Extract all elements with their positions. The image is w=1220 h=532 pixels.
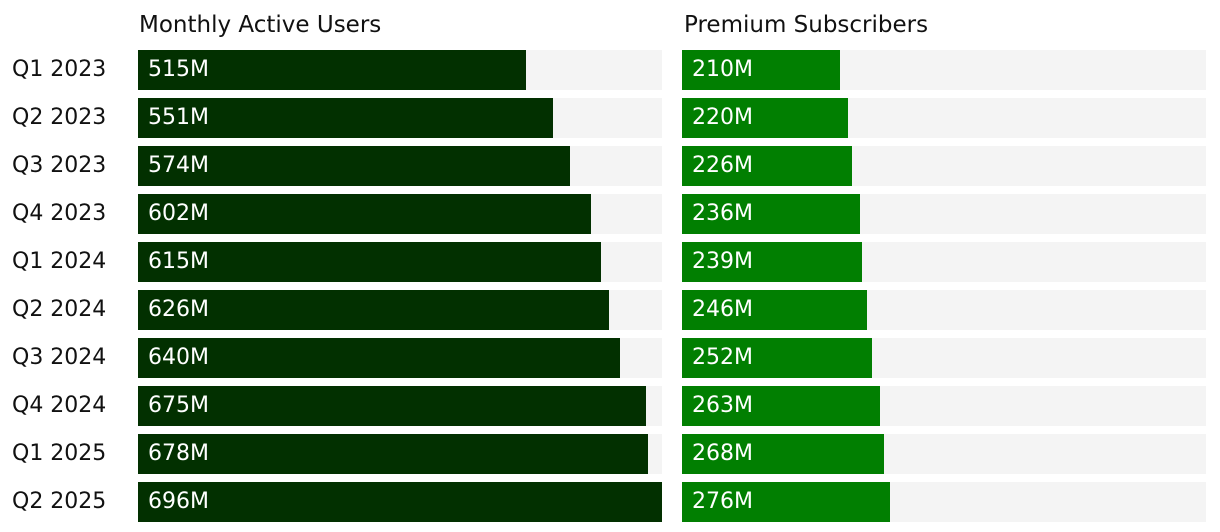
bar-value-label: 210M bbox=[692, 57, 753, 82]
bar-value-label: 276M bbox=[692, 489, 753, 514]
bar-value-label: 678M bbox=[148, 441, 209, 466]
bar-premium-subscribers: 239M bbox=[682, 242, 862, 282]
bar-monthly-active-users: 574M bbox=[138, 146, 570, 186]
bar-value-label: 263M bbox=[692, 393, 753, 418]
bar-track-premium-subscribers: 268M bbox=[682, 434, 1206, 474]
bar-monthly-active-users: 551M bbox=[138, 98, 553, 138]
bar-value-label: 675M bbox=[148, 393, 209, 418]
bar-track-monthly-active-users: 626M bbox=[138, 290, 662, 330]
bar-value-label: 515M bbox=[148, 57, 209, 82]
bar-monthly-active-users: 696M bbox=[138, 482, 662, 522]
bar-value-label: 626M bbox=[148, 297, 209, 322]
bar-track-premium-subscribers: 236M bbox=[682, 194, 1206, 234]
bar-premium-subscribers: 210M bbox=[682, 50, 840, 90]
bar-track-monthly-active-users: 678M bbox=[138, 434, 662, 474]
bar-track-monthly-active-users: 696M bbox=[138, 482, 662, 522]
bar-track-monthly-active-users: 574M bbox=[138, 146, 662, 186]
bar-value-label: 239M bbox=[692, 249, 753, 274]
bar-monthly-active-users: 615M bbox=[138, 242, 601, 282]
bar-value-label: 640M bbox=[148, 345, 209, 370]
bar-monthly-active-users: 515M bbox=[138, 50, 526, 90]
bar-value-label: 252M bbox=[692, 345, 753, 370]
bar-track-premium-subscribers: 226M bbox=[682, 146, 1206, 186]
category-label: Q1 2025 bbox=[12, 441, 107, 466]
bar-track-premium-subscribers: 210M bbox=[682, 50, 1206, 90]
category-label: Q2 2024 bbox=[12, 297, 107, 322]
panel-title-monthly-active-users: Monthly Active Users bbox=[139, 12, 382, 38]
bar-monthly-active-users: 675M bbox=[138, 386, 646, 426]
bar-track-premium-subscribers: 220M bbox=[682, 98, 1206, 138]
bar-value-label: 615M bbox=[148, 249, 209, 274]
bar-premium-subscribers: 263M bbox=[682, 386, 880, 426]
bar-track-premium-subscribers: 246M bbox=[682, 290, 1206, 330]
category-label: Q4 2023 bbox=[12, 201, 107, 226]
bar-track-premium-subscribers: 276M bbox=[682, 482, 1206, 522]
bar-value-label: 696M bbox=[148, 489, 209, 514]
bar-premium-subscribers: 252M bbox=[682, 338, 872, 378]
bar-value-label: 220M bbox=[692, 105, 753, 130]
bar-track-premium-subscribers: 263M bbox=[682, 386, 1206, 426]
category-label: Q3 2024 bbox=[12, 345, 107, 370]
bar-value-label: 602M bbox=[148, 201, 209, 226]
bar-value-label: 226M bbox=[692, 153, 753, 178]
category-label: Q2 2023 bbox=[12, 105, 107, 130]
bar-premium-subscribers: 220M bbox=[682, 98, 848, 138]
bar-monthly-active-users: 640M bbox=[138, 338, 620, 378]
bar-value-label: 236M bbox=[692, 201, 753, 226]
bar-premium-subscribers: 226M bbox=[682, 146, 852, 186]
bar-premium-subscribers: 268M bbox=[682, 434, 884, 474]
category-label: Q4 2024 bbox=[12, 393, 107, 418]
bar-monthly-active-users: 602M bbox=[138, 194, 591, 234]
category-label: Q3 2023 bbox=[12, 153, 107, 178]
bar-track-monthly-active-users: 675M bbox=[138, 386, 662, 426]
bar-track-premium-subscribers: 239M bbox=[682, 242, 1206, 282]
panel-title-premium-subscribers: Premium Subscribers bbox=[684, 12, 929, 38]
bar-value-label: 574M bbox=[148, 153, 209, 178]
bar-value-label: 268M bbox=[692, 441, 753, 466]
bar-monthly-active-users: 626M bbox=[138, 290, 609, 330]
bar-track-premium-subscribers: 252M bbox=[682, 338, 1206, 378]
bar-premium-subscribers: 246M bbox=[682, 290, 867, 330]
bar-premium-subscribers: 276M bbox=[682, 482, 890, 522]
bar-track-monthly-active-users: 615M bbox=[138, 242, 662, 282]
category-label: Q1 2024 bbox=[12, 249, 107, 274]
category-label: Q2 2025 bbox=[12, 489, 107, 514]
bar-premium-subscribers: 236M bbox=[682, 194, 860, 234]
bar-value-label: 246M bbox=[692, 297, 753, 322]
category-label: Q1 2023 bbox=[12, 57, 107, 82]
bar-track-monthly-active-users: 515M bbox=[138, 50, 662, 90]
bar-track-monthly-active-users: 640M bbox=[138, 338, 662, 378]
bar-value-label: 551M bbox=[148, 105, 209, 130]
bar-track-monthly-active-users: 551M bbox=[138, 98, 662, 138]
bar-monthly-active-users: 678M bbox=[138, 434, 648, 474]
bar-track-monthly-active-users: 602M bbox=[138, 194, 662, 234]
